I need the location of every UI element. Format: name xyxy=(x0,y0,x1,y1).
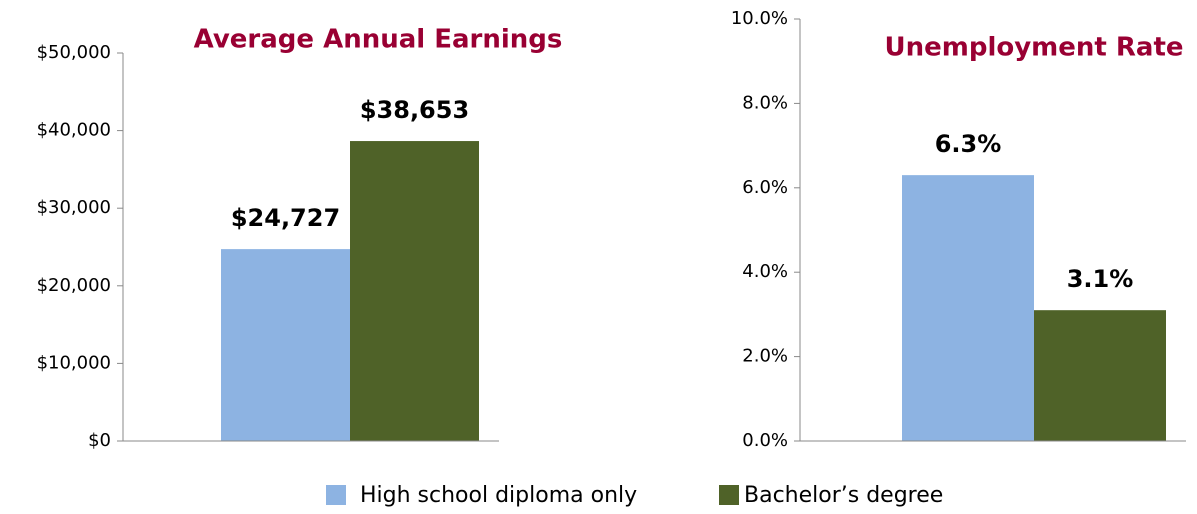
data-label: $38,653 xyxy=(360,96,469,124)
y-tick-label: $0 xyxy=(88,430,111,451)
y-tick-label: 10.0% xyxy=(731,8,788,29)
y-tick-label: 8.0% xyxy=(742,92,788,113)
y-tick-label: $40,000 xyxy=(37,120,111,141)
bar xyxy=(350,141,479,441)
y-tick-label: $20,000 xyxy=(37,275,111,296)
y-tick-label: 4.0% xyxy=(742,261,788,282)
data-label: 3.1% xyxy=(1067,265,1134,293)
bar xyxy=(1034,310,1166,441)
y-tick-label: $30,000 xyxy=(37,197,111,218)
y-tick-label: $50,000 xyxy=(37,42,111,63)
y-tick-label: 2.0% xyxy=(742,346,788,367)
y-tick-label: $10,000 xyxy=(37,352,111,373)
data-label: 6.3% xyxy=(935,130,1002,158)
chart-title: Average Annual Earnings xyxy=(194,25,563,55)
y-tick-label: 0.0% xyxy=(742,430,788,451)
data-label: $24,727 xyxy=(231,204,340,232)
bar xyxy=(221,249,350,441)
legend-swatch xyxy=(326,485,346,505)
y-tick-label: 6.0% xyxy=(742,177,788,198)
legend-label: Bachelor’s degree xyxy=(744,483,943,508)
bar xyxy=(902,175,1034,441)
legend-label: High school diploma only xyxy=(360,483,637,508)
legend-swatch xyxy=(719,485,739,505)
chart-title: Unemployment Rate xyxy=(884,33,1183,63)
